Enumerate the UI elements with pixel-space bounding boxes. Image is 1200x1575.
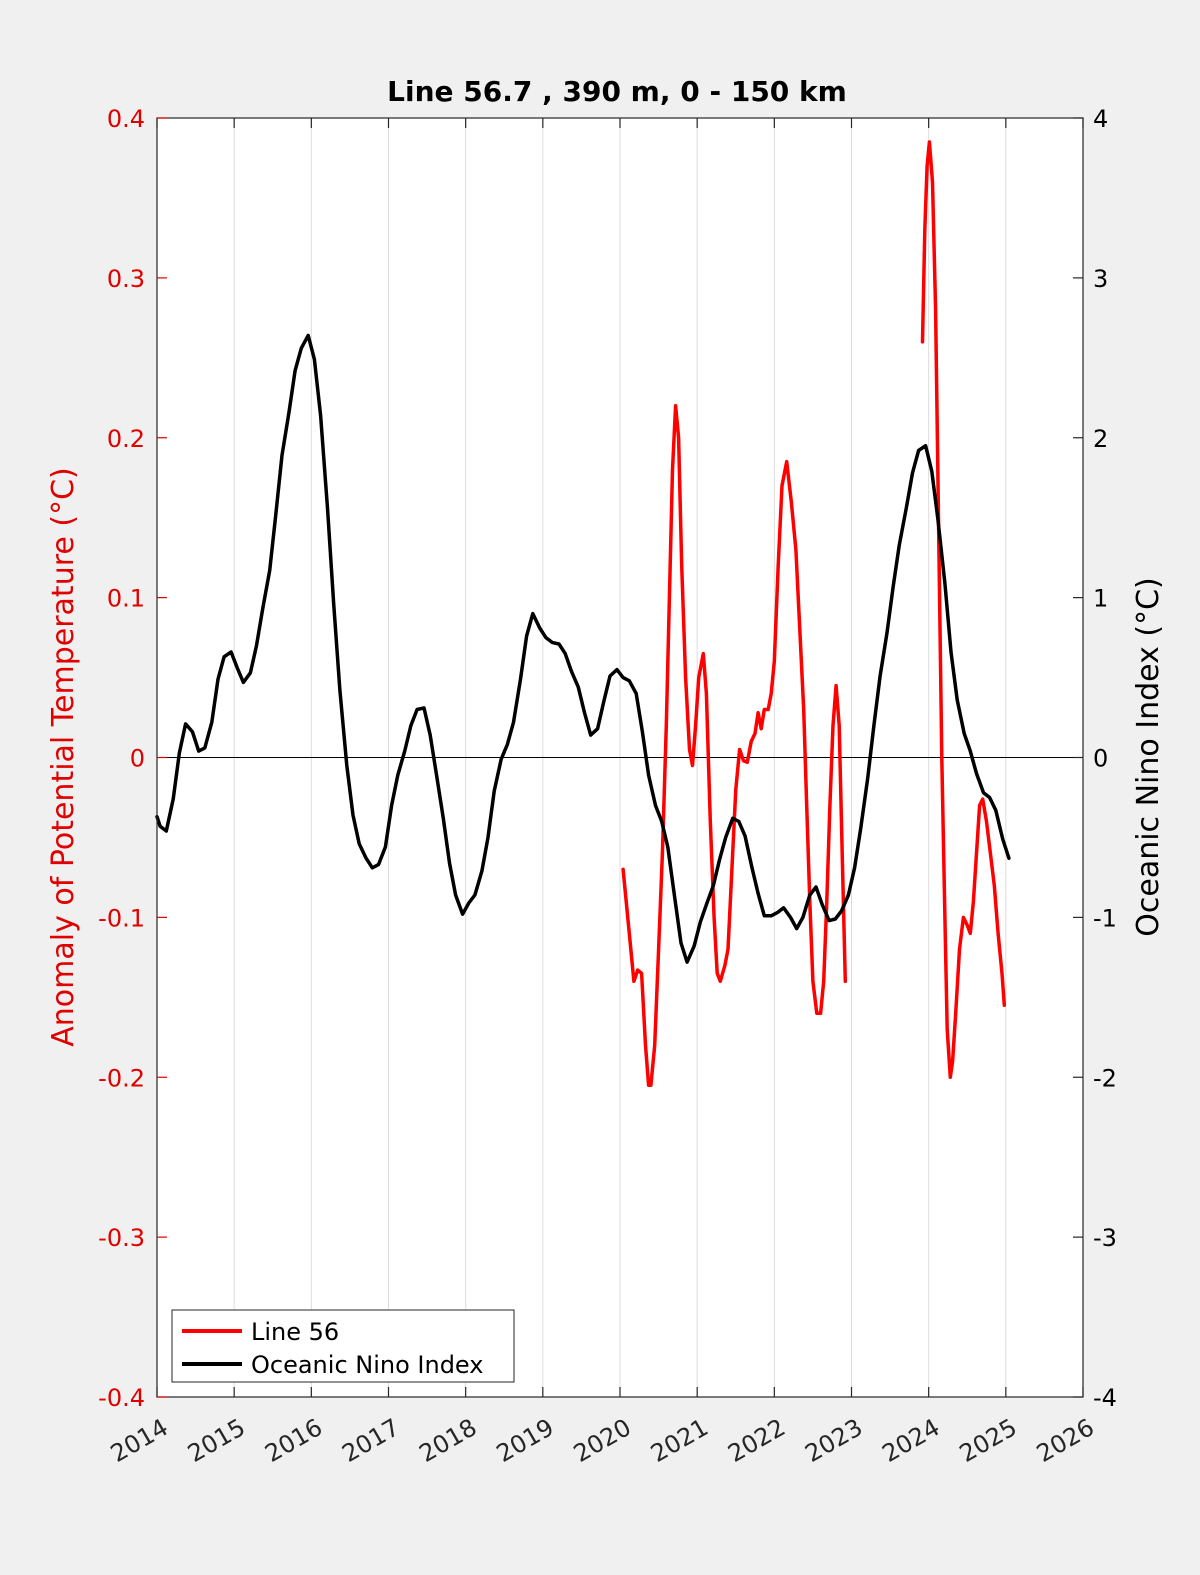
y-left-tick-label: 0.3 xyxy=(107,265,145,293)
line56-series-segment-1 xyxy=(920,140,1007,1080)
x-tick-label: 2015 xyxy=(183,1413,250,1468)
x-tick-labels: 2014 2015 2016 2017 2018 2019 2020 2021 2022 2023… xyxy=(106,1413,1099,1468)
legend: Line 56 Oceanic Nino Index xyxy=(171,1309,515,1383)
x-tick-label: 2022 xyxy=(723,1413,790,1468)
y-left-tick-label: 0.2 xyxy=(107,425,145,453)
axis-ticks xyxy=(156,117,1084,1398)
y-left-tick-label: 0.1 xyxy=(107,585,145,613)
x-tick-label: 2016 xyxy=(260,1413,327,1468)
legend-label-oni: Oceanic Nino Index xyxy=(251,1351,483,1379)
x-tick-label: 2021 xyxy=(646,1413,713,1468)
y-axis-left-title: Anomaly of Potential Temperature (°C) xyxy=(46,467,81,1046)
oni-series-segment-0 xyxy=(155,333,1011,964)
y-left-tick-label: -0.1 xyxy=(98,904,145,932)
y-right-tick-label: 3 xyxy=(1093,265,1108,293)
chart-title: Line 56.7 , 390 m, 0 - 150 km xyxy=(387,75,847,108)
legend-label-line56: Line 56 xyxy=(251,1318,339,1346)
x-tick-label: 2019 xyxy=(492,1413,559,1468)
x-tick-label: 2020 xyxy=(569,1413,636,1468)
y-right-tick-label: -4 xyxy=(1093,1384,1117,1412)
x-tick-label: 2025 xyxy=(955,1413,1022,1468)
series-lines xyxy=(155,140,1011,1087)
y-right-tick-label: 0 xyxy=(1093,745,1108,773)
x-tick-label: 2014 xyxy=(106,1413,173,1468)
y-left-tick-label: 0.4 xyxy=(107,105,145,133)
y-right-tick-label: 4 xyxy=(1093,105,1108,133)
y-left-tick-label: -0.3 xyxy=(98,1224,145,1252)
x-tick-label: 2023 xyxy=(800,1413,867,1468)
y-right-tick-label: 1 xyxy=(1093,585,1108,613)
x-tick-label: 2018 xyxy=(415,1413,482,1468)
legend-box xyxy=(171,1309,515,1383)
y-left-tick-labels: -0.4 -0.3 -0.2 -0.1 0 0.1 0.2 0.3 0.4 xyxy=(98,105,145,1412)
y-right-tick-labels: -4 -3 -2 -1 0 1 2 3 4 xyxy=(1093,105,1117,1412)
x-tick-label: 2026 xyxy=(1032,1413,1099,1468)
y-right-tick-label: -2 xyxy=(1093,1064,1117,1092)
y-right-tick-label: -1 xyxy=(1093,904,1117,932)
line56-series-segment-0 xyxy=(621,404,848,1087)
x-tick-label: 2024 xyxy=(878,1413,945,1468)
y-right-tick-label: 2 xyxy=(1093,425,1108,453)
y-left-tick-label: 0 xyxy=(130,745,145,773)
y-left-tick-label: -0.2 xyxy=(98,1064,145,1092)
y-axis-right-title: Oceanic Nino Index (°C) xyxy=(1131,577,1166,937)
x-tick-label: 2017 xyxy=(337,1413,404,1468)
y-left-tick-label: -0.4 xyxy=(98,1384,145,1412)
y-right-tick-label: -3 xyxy=(1093,1224,1117,1252)
